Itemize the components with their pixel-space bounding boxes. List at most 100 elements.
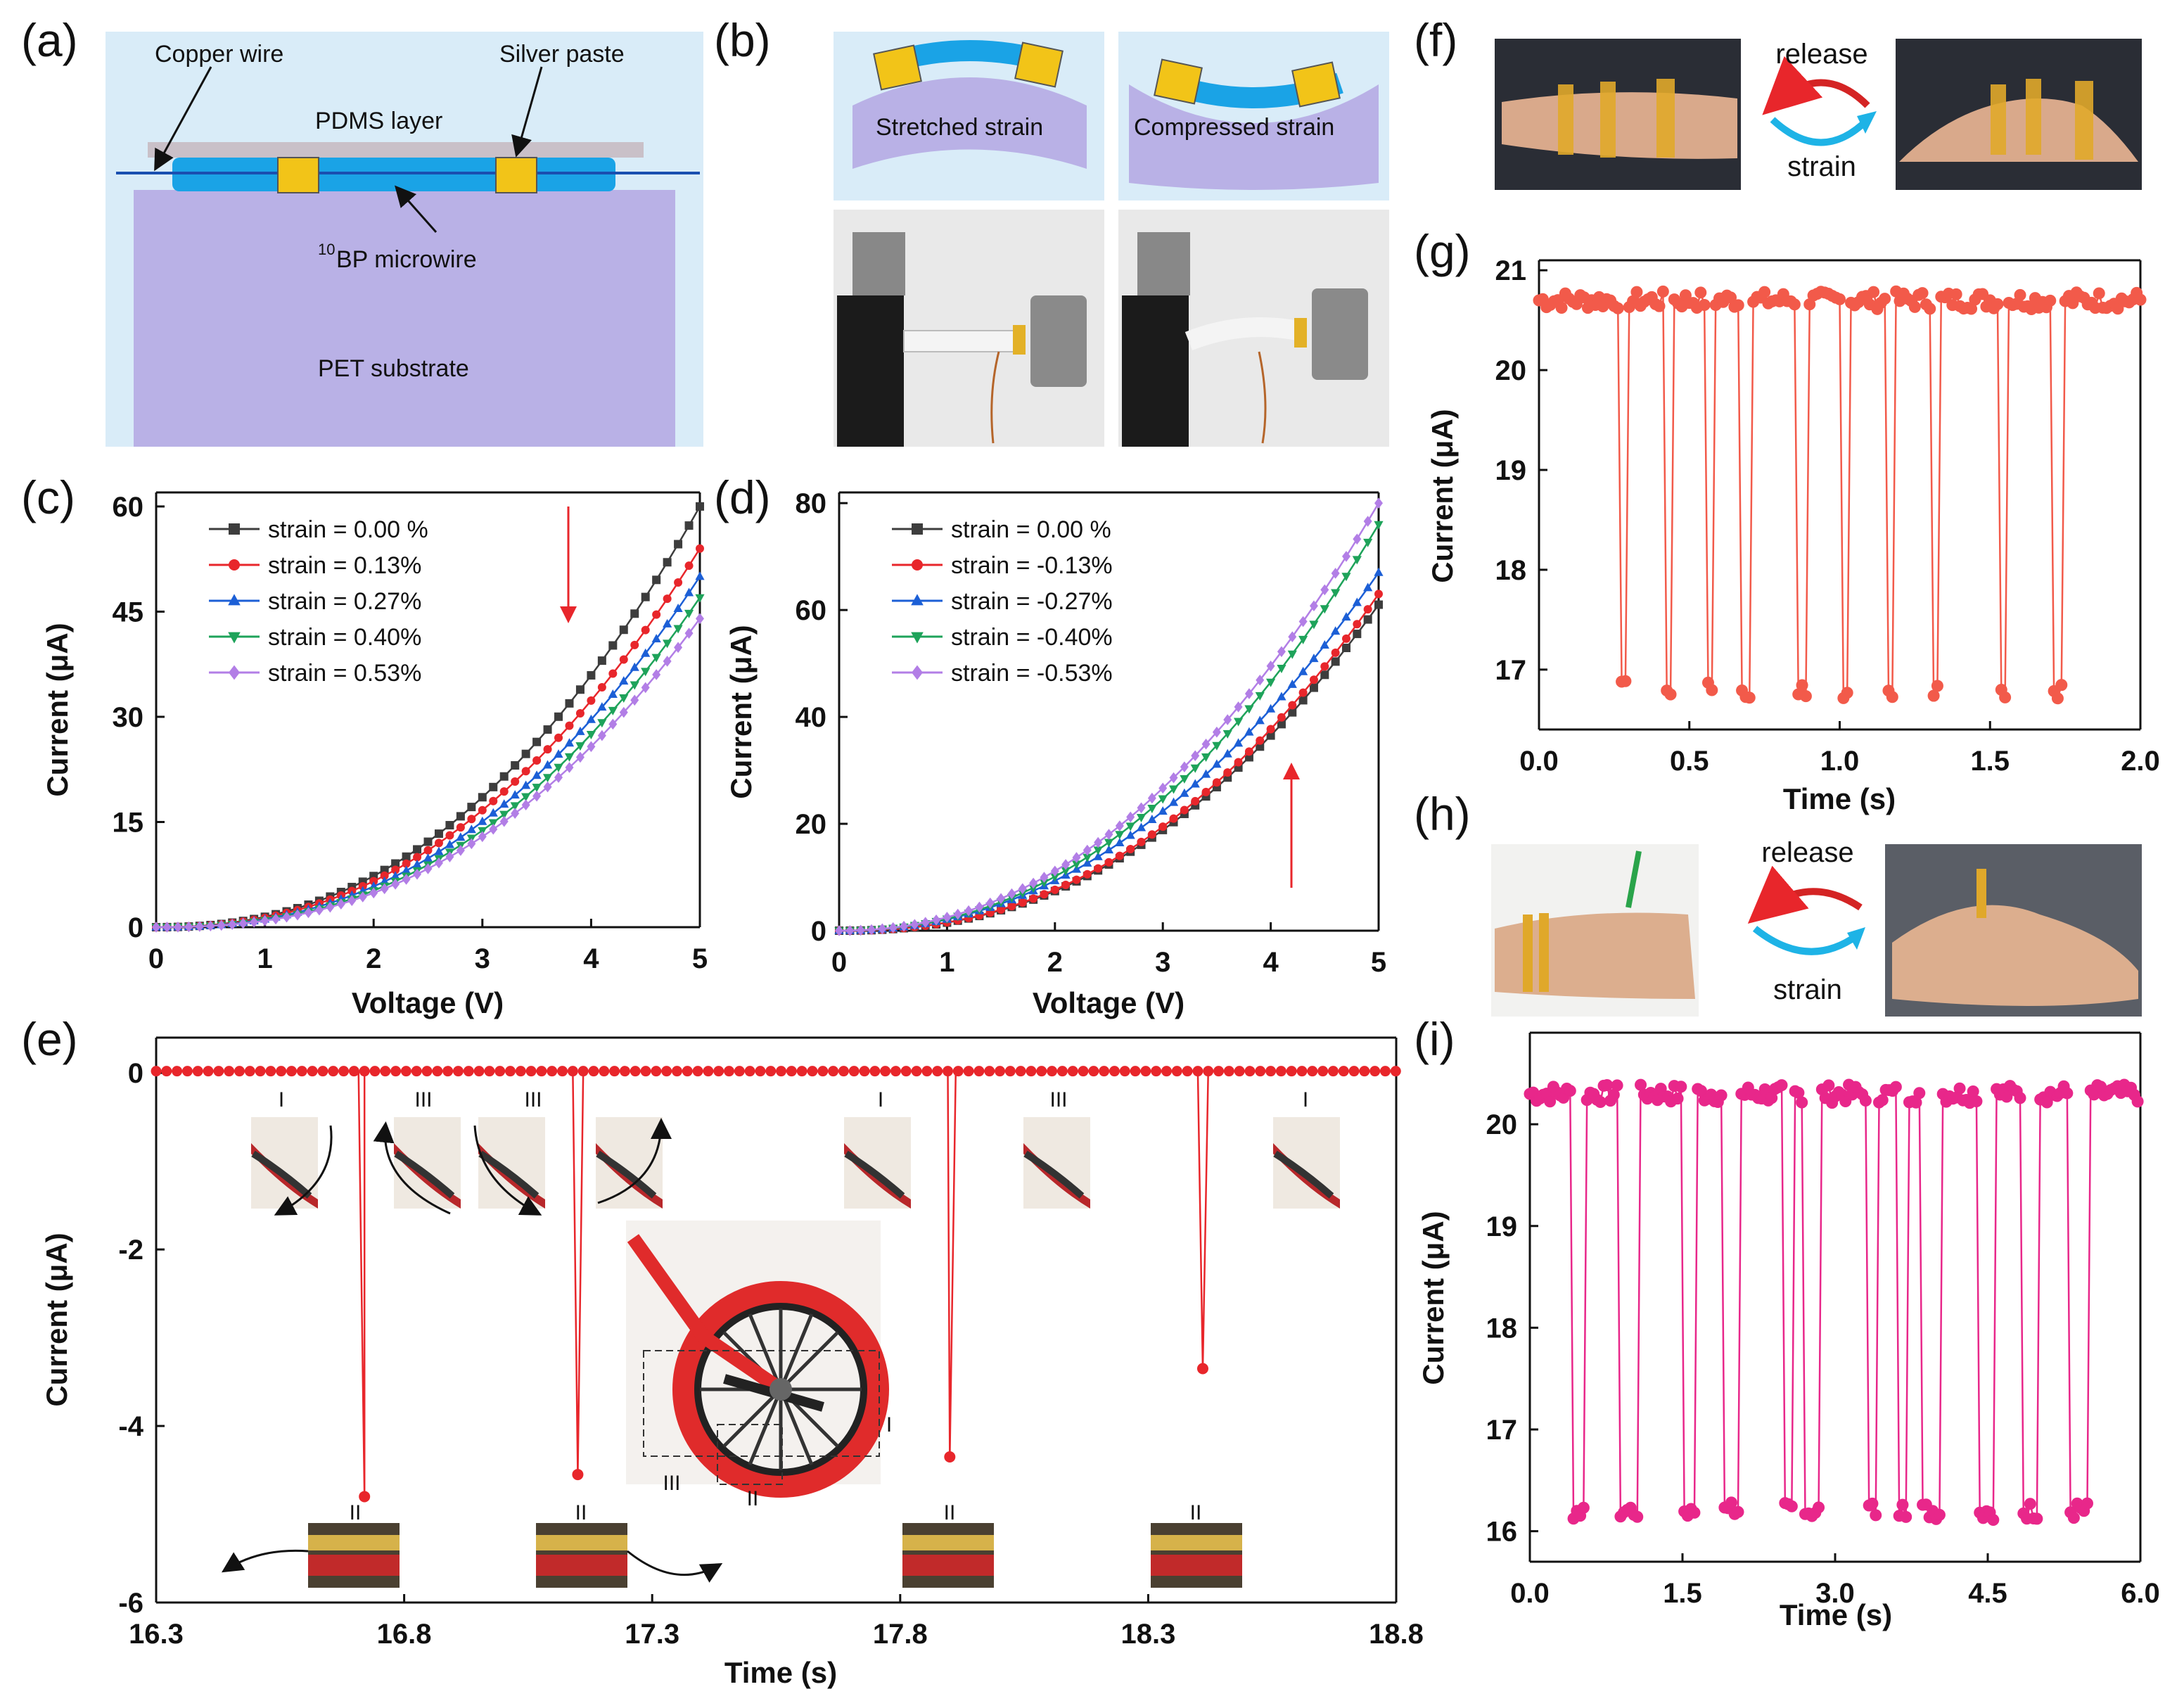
data-point-d-4 — [900, 920, 909, 932]
data-point-i — [1900, 1510, 1912, 1523]
stage-inset-bottom-1 — [308, 1523, 400, 1588]
data-point-d-2 — [1266, 703, 1276, 713]
data-point-c-4 — [467, 838, 476, 850]
stretched-contact-right — [1014, 42, 1064, 88]
data-point-d-0 — [1341, 644, 1350, 653]
label-pdms-layer: PDMS layer — [315, 108, 442, 134]
ytick-label-c: 30 — [113, 702, 144, 733]
data-point-c-3 — [641, 668, 651, 677]
data-point-d-1 — [1234, 758, 1243, 767]
inset-label-II: II — [747, 1487, 759, 1510]
data-point-d-3 — [1320, 605, 1329, 614]
data-point-i — [1896, 1498, 1909, 1511]
data-point-e — [724, 1066, 735, 1077]
data-point-e — [817, 1066, 829, 1077]
data-point-c-4 — [587, 741, 596, 753]
data-point-d-0 — [1309, 683, 1318, 692]
legend-marker-c-3 — [228, 632, 241, 644]
data-point-c-2 — [466, 824, 476, 834]
series-line-g — [1538, 288, 2142, 701]
data-point-c-4 — [347, 895, 357, 907]
spike-point-e — [944, 1451, 956, 1463]
data-point-d-4 — [1029, 877, 1038, 889]
data-point-e — [1161, 1066, 1172, 1077]
ytick-label-c: 45 — [113, 597, 144, 627]
silver-paste-left — [277, 157, 319, 193]
label-release-h: release — [1761, 837, 1853, 868]
data-point-d-3 — [1083, 853, 1092, 862]
data-point-c-0 — [696, 502, 704, 511]
legend-marker-d-0 — [912, 523, 923, 535]
data-point-e — [515, 1066, 526, 1077]
strain-arrow-h — [1752, 926, 1859, 955]
data-point-c-2 — [542, 760, 553, 769]
data-point-d-4 — [1191, 750, 1200, 762]
data-point-e — [859, 1066, 870, 1077]
data-point-e — [734, 1066, 745, 1077]
data-point-g — [1698, 298, 1711, 311]
data-point-g — [1788, 298, 1801, 311]
data-point-e — [338, 1066, 350, 1077]
data-point-e — [557, 1066, 568, 1077]
data-point-d-3 — [1061, 867, 1071, 876]
spike-point-e — [1196, 1363, 1208, 1375]
data-point-d-1 — [1341, 634, 1350, 643]
data-point-e — [900, 1066, 912, 1077]
data-point-c-3 — [564, 753, 575, 762]
data-point-e — [1015, 1066, 1026, 1077]
ylabel-d: Current (μA) — [724, 625, 758, 798]
ytick-label-d: 60 — [796, 595, 827, 626]
data-point-c-0 — [674, 540, 683, 549]
xtick-label-g: 0.0 — [1519, 746, 1559, 777]
data-point-c-0 — [565, 699, 574, 708]
data-point-g — [2067, 297, 2079, 310]
xtick-label-d: 3 — [1155, 947, 1170, 978]
ytick-label-d: 20 — [796, 809, 827, 840]
data-point-i — [1913, 1087, 1926, 1100]
xtick-label-i: 0.0 — [1510, 1578, 1550, 1609]
data-point-g — [2055, 679, 2068, 692]
data-point-d-4 — [1201, 738, 1211, 750]
inset-label-III: III — [663, 1472, 680, 1495]
data-point-c-2 — [575, 726, 585, 735]
data-point-e — [369, 1066, 381, 1077]
data-point-g — [2044, 294, 2057, 307]
data-point-c-1 — [587, 696, 596, 705]
data-point-e — [1026, 1066, 1037, 1077]
data-point-d-1 — [1320, 662, 1329, 671]
photo-wrist-bent — [1885, 844, 2142, 1017]
data-point-c-2 — [641, 648, 651, 657]
data-point-d-1 — [1169, 814, 1178, 823]
data-point-c-3 — [597, 719, 607, 728]
data-point-e — [1348, 1066, 1360, 1077]
data-point-c-2 — [478, 816, 487, 825]
data-point-c-1 — [380, 871, 389, 880]
data-point-d-4 — [1104, 829, 1113, 840]
data-point-c-4 — [423, 863, 433, 874]
arrow-microwire — [395, 185, 438, 233]
data-point-c-1 — [369, 877, 378, 886]
chart-c: Voltage (V) Current (μA) 0 1 2 3 4 5015304560… — [41, 491, 708, 1019]
data-point-e — [380, 1066, 391, 1077]
data-point-e — [703, 1066, 714, 1077]
stage-inset-top-6 — [1023, 1117, 1090, 1209]
stretched-contact-left — [873, 44, 922, 91]
data-point-d-1 — [1104, 858, 1113, 867]
data-point-e — [161, 1066, 172, 1077]
legend-marker-d-2 — [911, 594, 924, 606]
panel-a-diagram: Copper wire Silver paste PDMS layer 10 B… — [106, 32, 703, 447]
data-point-c-4 — [575, 751, 585, 763]
data-point-c-0 — [641, 592, 650, 601]
data-point-i — [1775, 1079, 1788, 1092]
data-point-g — [1991, 298, 2004, 310]
data-point-d-4 — [953, 908, 962, 920]
data-point-c-1 — [674, 578, 683, 587]
label-strain-f: strain — [1787, 151, 1856, 182]
data-point-i — [1544, 1095, 1557, 1108]
data-point-c-3 — [510, 802, 520, 811]
data-point-c-0 — [499, 772, 509, 781]
stage-label-bottom-1: II — [350, 1501, 362, 1524]
ytick-label-e: -6 — [118, 1588, 143, 1619]
data-point-c-4 — [565, 762, 574, 773]
data-point-c-1 — [554, 733, 563, 742]
